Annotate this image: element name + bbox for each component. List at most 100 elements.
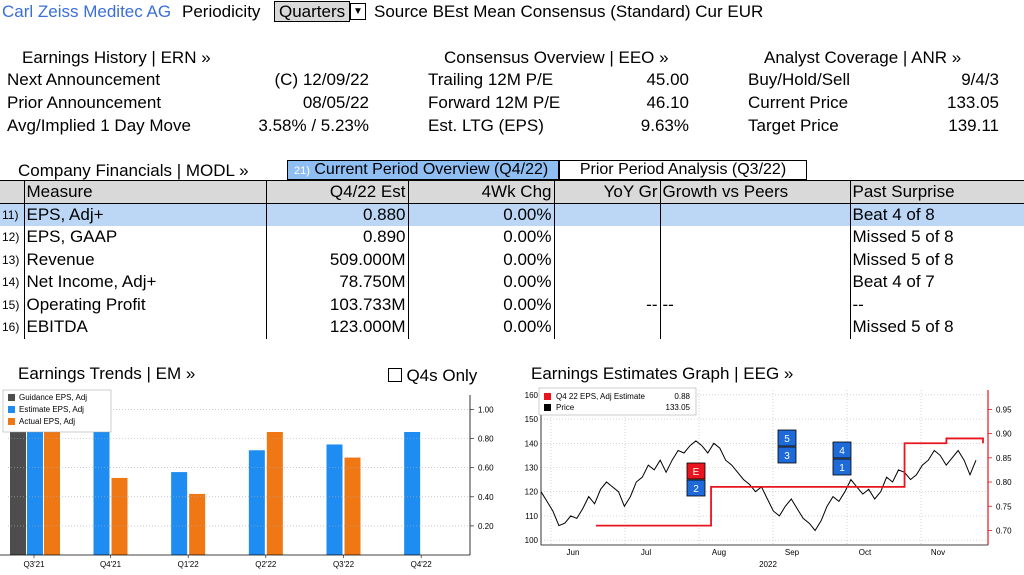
estimate-cell: 103.733M [265,293,408,317]
surprise-cell: Missed 5 of 8 [849,225,1024,249]
revision-marker[interactable]: E2 [686,462,706,497]
earnings-trends-chart: Q3'21 Q4'21 Q1'22 Q2'22 Q3'22 Q4'22 0.20 0.40 0.… [0,385,510,575]
measure-cell: EPS, Adj+ [23,203,266,226]
peers-cell [659,316,850,339]
yoy-cell [553,225,660,249]
x-tick-label: Q4'21 [100,560,122,569]
right-tick-label: 0.90 [996,430,1012,439]
surprise-cell: Beat 4 of 8 [849,203,1024,226]
marker-bottom [832,458,852,476]
analyst-title[interactable]: Analyst Coverage | ANR » [764,48,962,67]
peers-cell [659,248,850,271]
surprise-cell: Missed 5 of 8 [849,316,1024,339]
x-tick-label: Q3'22 [333,560,355,569]
revision-marker[interactable]: 41 [832,441,852,476]
table-row[interactable]: 11) EPS, Adj+ 0.880 0.00% Beat 4 of 8 [0,203,1024,226]
y-tick-label: 0.80 [478,435,494,444]
bar-estimate-eps-adjQ421 [93,432,110,555]
yoy-cell [553,203,660,226]
measure-cell: EPS, GAAP [23,225,266,249]
an-value: 139.11 [948,116,999,135]
header-yoy[interactable]: YoY Gr [553,180,660,204]
marker-bottom-label: 3 [784,451,790,462]
change-cell: 0.00% [407,270,554,294]
month-label: Nov [931,548,945,557]
y-tick-label: 0.40 [478,493,494,502]
bar-estimate-eps-adjQ422 [404,432,421,555]
bar-estimate-eps-adjQ322 [326,444,343,555]
month-label: Aug [712,548,726,557]
table-row[interactable]: 15) Operating Profit 103.733M 0.00% -- -- -- [0,293,1024,317]
marker-top-label: 5 [784,434,790,445]
header-chg[interactable]: 4Wk Chg [407,180,554,204]
earnings-history-panel: Next Announcement (C) 12/09/22 Prior Anno… [7,70,369,139]
consensus-title[interactable]: Consensus Overview | EEO » [444,48,669,67]
earnings-history-title[interactable]: Earnings History | ERN » [22,48,211,67]
marker-top [686,462,706,480]
header-measure[interactable]: Measure [23,180,266,204]
header-est[interactable]: Q4/22 Est [265,180,408,204]
row-number: 11) [0,203,24,226]
left-tick-label: 130 [525,464,539,473]
legend-label: Guidance EPS, Adj [19,393,87,402]
q4s-only-label: Q4s Only [406,366,478,385]
periodicity-dropdown[interactable]: Quarters [274,1,351,22]
left-tick-label: 110 [525,512,538,521]
y-tick-label: 0.60 [478,464,494,473]
bar-actual-eps-adjQ322 [344,457,361,555]
co-value: 46.10 [646,93,689,112]
checkbox-icon[interactable] [388,368,402,382]
co-label: Est. LTG (EPS) [428,116,544,135]
eh-label: Avg/Implied 1 Day Move [7,116,191,135]
graph-title[interactable]: Earnings Estimates Graph | EEG » [531,364,794,383]
marker-bottom-label: 2 [693,484,699,495]
yoy-cell: -- [553,293,660,317]
x-tick-label: Q4'22 [411,560,433,569]
an-label: Target Price [748,116,839,135]
analyst-panel: Buy/Hold/Sell 9/4/3 Current Price 133.05 T… [748,70,999,139]
an-value: 9/4/3 [961,70,999,89]
tab-prior-period[interactable]: Prior Period Analysis (Q3/22) [559,160,807,180]
marker-top-label: E [693,467,700,478]
row-number: 13) [2,252,20,267]
co-value: 9.63% [640,116,689,135]
tab-current-period[interactable]: 21) Current Period Overview (Q4/22) [287,160,559,180]
revision-marker[interactable]: 53 [777,429,797,464]
surprise-cell: -- [849,293,1024,317]
x-tick-label: Q2'22 [255,560,277,569]
bar-guidance-eps-adjQ321 [10,432,26,555]
bar-actual-eps-adjQ122 [189,493,206,555]
legend-label: Q4 22 EPS, Adj Estimate [556,392,645,401]
left-tick-label: 160 [525,391,539,400]
legend-value: 133.05 [666,403,691,412]
left-tick-label: 120 [525,488,539,497]
company-name[interactable]: Carl Zeiss Meditec AG [2,2,172,21]
table-row[interactable]: 16) EBITDA 123.000M 0.00% Missed 5 of 8 [0,316,1024,339]
legend-box [2,389,112,433]
chevron-down-icon[interactable]: ▼ [350,3,366,20]
measure-cell: Operating Profit [23,293,266,317]
periodicity-label: Periodicity [182,2,261,21]
y-tick-label: 1.00 [478,406,494,415]
price-series-line [540,440,977,532]
financials-title[interactable]: Company Financials | MODL » [18,161,249,180]
table-row[interactable]: 13) Revenue 509.000M 0.00% Missed 5 of 8 [0,248,1024,271]
trends-title[interactable]: Earnings Trends | EM » [18,364,196,383]
change-cell: 0.00% [407,248,554,271]
co-label: Trailing 12M P/E [428,70,554,89]
header-peers[interactable]: Growth vs Peers [659,180,850,204]
y-tick-label: 0.20 [478,522,494,531]
x-tick-label: Q3'21 [23,560,45,569]
q4s-only-checkbox[interactable]: Q4s Only [388,366,477,386]
legend-value: 0.88 [674,392,690,401]
table-row[interactable]: 12) EPS, GAAP 0.890 0.00% Missed 5 of 8 [0,225,1024,249]
estimate-series-line [596,437,984,527]
month-label: Oct [859,548,872,557]
header-surprise[interactable]: Past Surprise [849,180,1024,204]
right-tick-label: 0.75 [996,502,1012,511]
month-label: Sep [785,548,800,557]
marker-top [777,429,797,447]
table-row[interactable]: 14) Net Income, Adj+ 78.750M 0.00% Beat 4 of… [0,270,1024,294]
marker-bottom [777,446,797,464]
